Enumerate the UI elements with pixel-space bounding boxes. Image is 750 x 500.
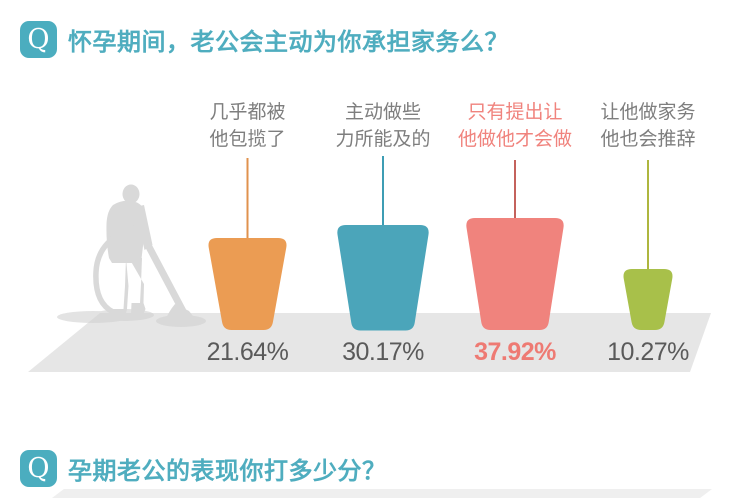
bucket-label: 主动做些 力所能及的 [303, 99, 463, 153]
vacuum-wand [144, 243, 188, 315]
buckets-layer [208, 156, 673, 331]
vacuuming-person-silhouette [93, 184, 198, 323]
bucket-label: 让他做家务他也会推辞 [568, 99, 728, 153]
housework-funnel-chart [28, 156, 711, 372]
bucket-shape [623, 269, 673, 330]
person-head [122, 184, 140, 204]
bucket-label: 几乎都被 他包揽了 [168, 99, 328, 153]
question-icon: Q [20, 21, 57, 58]
vacuum-nozzle [164, 304, 198, 323]
bucket-value: 21.64% [206, 338, 289, 366]
person-front-leg [129, 258, 146, 315]
question-1-title: 怀孕期间，老公会主动为你承担家务么？ [68, 29, 509, 56]
bucket-shape [337, 225, 429, 331]
bucket-value: 30.17% [342, 338, 424, 366]
bucket-label-line: 力所能及的 [335, 129, 431, 150]
bucket-label-line: 他包揽了 [209, 129, 286, 150]
question-2-header: Q 孕期老公的表现你打多少分？ [20, 450, 387, 487]
person-back-leg [112, 258, 129, 316]
bucket-shape [208, 238, 287, 330]
bucket-value: 37.92% [474, 338, 556, 366]
bucket-label-line: 他也会推辞 [600, 129, 696, 150]
bucket-label-line: 让他做家务 [600, 102, 696, 123]
question-icon: Q [20, 450, 57, 487]
bucket-value: 10.27% [607, 338, 689, 366]
bucket-shape [466, 218, 564, 330]
bucket-label-line: 只有提出让 [467, 102, 563, 123]
bucket-label: 只有提出让他做他才会做 [435, 99, 595, 153]
bucket-label-line: 他做他才会做 [457, 129, 572, 150]
question-2-title: 孕期老公的表现你打多少分？ [68, 458, 387, 485]
question-1-header: Q 怀孕期间，老公会主动为你承担家务么？ [20, 21, 509, 58]
vacuum-hose [93, 224, 142, 315]
person-arm [135, 205, 153, 250]
bucket-label-line: 几乎都被 [209, 102, 286, 123]
bucket-label-line: 主动做些 [344, 102, 421, 123]
next-section-edge [52, 489, 712, 498]
